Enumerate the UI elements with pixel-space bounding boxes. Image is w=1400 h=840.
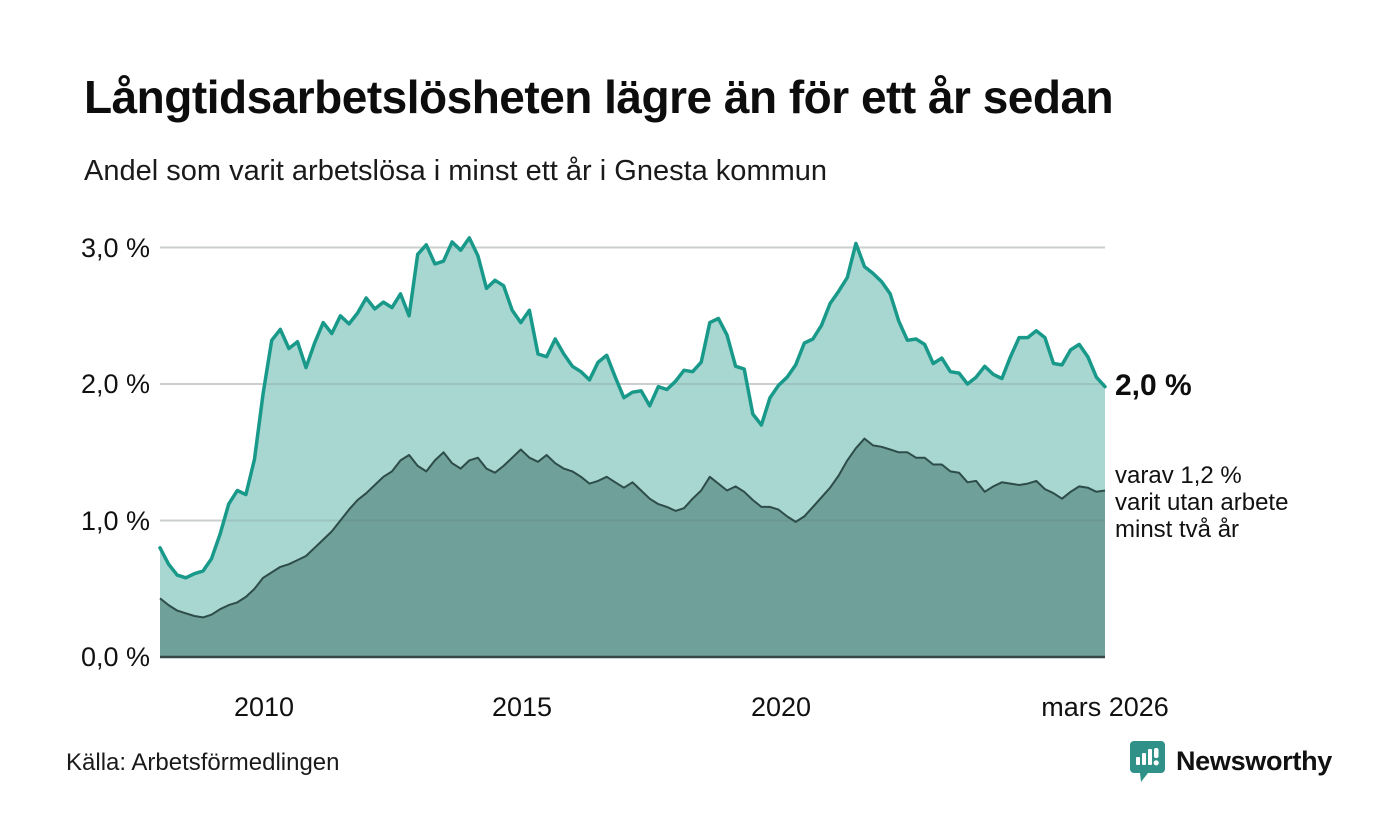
two-year-share-line2: varit utan arbete xyxy=(1115,489,1289,517)
chart-subtitle: Andel som varit arbetslösa i minst ett å… xyxy=(84,155,828,187)
x-tick-label: 2020 xyxy=(750,692,812,722)
page-title: Långtidsarbetslösheten lägre än för ett … xyxy=(84,71,1114,123)
x-tick-label: 2015 xyxy=(491,692,553,722)
line-at-least-one-year xyxy=(158,236,1107,580)
latest-value-label: 2,0 % xyxy=(1115,368,1192,402)
x-tick-label: 2010 xyxy=(233,692,295,722)
x-tick-label: mars 2026 xyxy=(1041,692,1169,722)
newsworthy-wordmark: Newsworthy xyxy=(1175,746,1332,776)
y-tick-label: 3,0 % xyxy=(80,232,150,263)
y-tick-label: 1,0 % xyxy=(80,505,150,536)
y-tick-label: 0,0 % xyxy=(80,642,150,672)
two-year-share-label: varav 1,2 % varit utan arbete minst två … xyxy=(1115,462,1288,543)
line-at-least-two-years xyxy=(159,437,1106,619)
newsworthy-logo: Newsworthy xyxy=(1129,740,1332,783)
area-at-least-two-years xyxy=(160,438,1105,657)
two-year-share-line1: varav 1,2 % xyxy=(1115,462,1242,490)
y-tick-label: 2,0 % xyxy=(80,369,150,399)
newsworthy-logo-icon xyxy=(1129,741,1165,782)
two-year-share-line3: minst två år xyxy=(1115,516,1240,544)
source-attribution: Källa: Arbetsförmedlingen xyxy=(66,749,340,776)
